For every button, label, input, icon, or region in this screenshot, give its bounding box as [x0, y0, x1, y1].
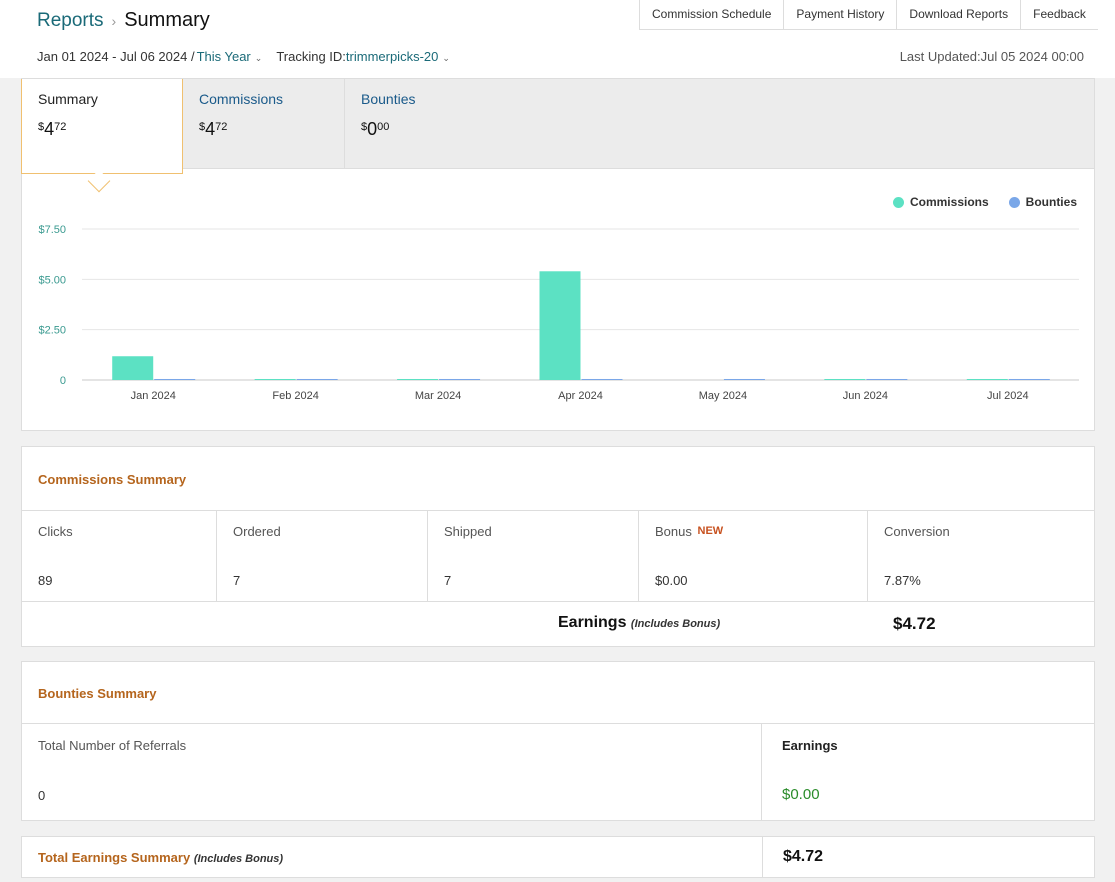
- bar-bounties: [439, 379, 480, 380]
- bounties-summary: Bounties Summary Total Number of Referra…: [21, 661, 1095, 821]
- tile-summary-label: Summary: [38, 91, 98, 107]
- bounties-summary-title: Bounties Summary: [38, 686, 156, 701]
- bar-bounties: [154, 379, 195, 380]
- chevron-down-icon: ⌄: [442, 53, 450, 63]
- chevron-down-icon: ⌄: [255, 53, 263, 63]
- tab-commission-schedule[interactable]: Commission Schedule: [640, 0, 784, 29]
- x-tick-label: Jul 2024: [987, 390, 1029, 402]
- tile-summary-amount: $472: [38, 119, 66, 140]
- commissions-summary-grid: Clicks 89 Ordered 7 Shipped 7 Bonus NEW …: [22, 510, 1094, 602]
- breadcrumb: Reports › Summary: [37, 9, 210, 32]
- bar-commissions: [112, 356, 153, 380]
- bar-commissions: [540, 271, 581, 380]
- conversion-cell: Conversion 7.87%: [868, 511, 1094, 601]
- tab-payment-history[interactable]: Payment History: [784, 0, 897, 29]
- bar-commissions: [967, 379, 1008, 380]
- tracking-id-dropdown[interactable]: Tracking ID:trimmerpicks-20 ⌄: [276, 49, 450, 64]
- bonus-value: $0.00: [655, 573, 688, 588]
- bar-bounties: [582, 379, 623, 380]
- conversion-value: 7.87%: [884, 573, 921, 588]
- ordered-value: 7: [233, 573, 240, 588]
- filter-row: Jan 01 2024 - Jul 06 2024 / This Year ⌄ T…: [37, 49, 450, 64]
- y-tick-label: $7.50: [38, 224, 66, 236]
- clicks-cell: Clicks 89: [22, 511, 217, 601]
- clicks-header: Clicks: [38, 524, 73, 539]
- bar-bounties: [866, 379, 907, 380]
- tab-download-reports[interactable]: Download Reports: [897, 0, 1021, 29]
- shipped-header: Shipped: [444, 524, 492, 539]
- x-tick-label: Apr 2024: [558, 390, 603, 402]
- top-tabs: Commission Schedule Payment History Down…: [639, 0, 1098, 30]
- bar-bounties: [724, 379, 765, 380]
- ordered-header: Ordered: [233, 524, 281, 539]
- summary-tiles: Summary $472 Commissions $472 Bounties $…: [21, 78, 1095, 169]
- bounty-earnings-value: $0.00: [782, 786, 820, 803]
- new-badge: NEW: [698, 525, 724, 537]
- referrals-value: 0: [38, 788, 45, 803]
- bar-bounties: [297, 379, 338, 380]
- x-tick-label: May 2024: [699, 390, 747, 402]
- y-tick-label: $2.50: [38, 325, 66, 337]
- tracking-label: Tracking ID:: [276, 49, 346, 64]
- tile-commissions[interactable]: Commissions $472: [183, 79, 345, 169]
- tracking-id-value: trimmerpicks-20: [346, 49, 438, 64]
- clicks-value: 89: [38, 573, 52, 588]
- tile-bounties-label: Bounties: [361, 91, 415, 107]
- earnings-chart-panel: 0 $2.50 $5.00 $7.50 Jan 2024 Feb 2024 Mar 2024…: [21, 169, 1095, 431]
- last-updated: Last Updated:Jul 05 2024 00:00: [900, 49, 1084, 64]
- ordered-cell: Ordered 7: [217, 511, 428, 601]
- tile-commissions-amount: $472: [199, 119, 227, 140]
- bounties-summary-grid: Total Number of Referrals 0 Earnings $0.…: [22, 723, 1094, 820]
- y-tick-label: $5.00: [38, 274, 66, 286]
- total-earnings-note: (Includes Bonus): [194, 853, 283, 865]
- shipped-cell: Shipped 7: [428, 511, 639, 601]
- x-tick-label: Feb 2024: [272, 390, 318, 402]
- bar-commissions: [397, 379, 438, 380]
- tile-bounties-amount: $000: [361, 119, 389, 140]
- chart-legend: Commissions Bounties: [873, 195, 1077, 209]
- tile-commissions-label: Commissions: [199, 91, 283, 107]
- bonus-cell: Bonus NEW $0.00: [639, 511, 868, 601]
- referrals-cell: Total Number of Referrals 0: [22, 724, 762, 821]
- earnings-total: $4.72: [893, 614, 936, 634]
- legend-bounties-label: Bounties: [1026, 195, 1077, 209]
- breadcrumb-reports-link[interactable]: Reports: [37, 10, 104, 32]
- legend-bounties-dot: [1009, 197, 1020, 208]
- bonus-header: Bonus NEW: [655, 524, 723, 539]
- page-header: Reports › Summary Commission Schedule Pa…: [0, 0, 1115, 78]
- period-dropdown[interactable]: This Year ⌄: [197, 49, 263, 64]
- date-range: Jan 01 2024 - Jul 06 2024 /: [37, 49, 195, 64]
- page-title: Summary: [124, 9, 210, 32]
- legend-bounties[interactable]: Bounties: [1009, 195, 1077, 209]
- bounty-earnings-header: Earnings: [782, 738, 838, 753]
- commissions-summary-title: Commissions Summary: [38, 472, 186, 487]
- x-tick-label: Jun 2024: [843, 390, 888, 402]
- shipped-value: 7: [444, 573, 451, 588]
- total-earnings-value: $4.72: [783, 848, 823, 866]
- y-tick-label: 0: [60, 375, 66, 387]
- earnings-row: Earnings (Includes Bonus) $4.72: [22, 602, 1094, 646]
- bounty-earnings-cell: Earnings $0.00: [762, 724, 1094, 821]
- conversion-header: Conversion: [884, 524, 950, 539]
- legend-commissions-label: Commissions: [910, 195, 989, 209]
- referrals-header: Total Number of Referrals: [38, 738, 186, 753]
- legend-commissions[interactable]: Commissions: [893, 195, 989, 209]
- earnings-note: (Includes Bonus): [631, 618, 720, 630]
- commissions-summary: Commissions Summary Clicks 89 Ordered 7 …: [21, 446, 1095, 647]
- bar-commissions: [255, 379, 296, 380]
- total-earnings-title: Total Earnings Summary (Includes Bonus): [38, 850, 283, 865]
- period-label: This Year: [197, 49, 251, 64]
- tile-summary[interactable]: Summary $472: [21, 79, 183, 174]
- tab-feedback[interactable]: Feedback: [1021, 0, 1098, 29]
- earnings-label: Earnings (Includes Bonus): [558, 614, 720, 632]
- bar-commissions: [824, 379, 865, 380]
- bar-bounties: [1009, 379, 1050, 380]
- total-earnings-summary: Total Earnings Summary (Includes Bonus) …: [21, 836, 1095, 878]
- legend-commissions-dot: [893, 197, 904, 208]
- breadcrumb-separator-icon: ›: [112, 13, 117, 29]
- tile-bounties[interactable]: Bounties $000: [345, 79, 505, 169]
- divider: [762, 837, 763, 877]
- x-tick-label: Mar 2024: [415, 390, 461, 402]
- x-tick-label: Jan 2024: [131, 390, 176, 402]
